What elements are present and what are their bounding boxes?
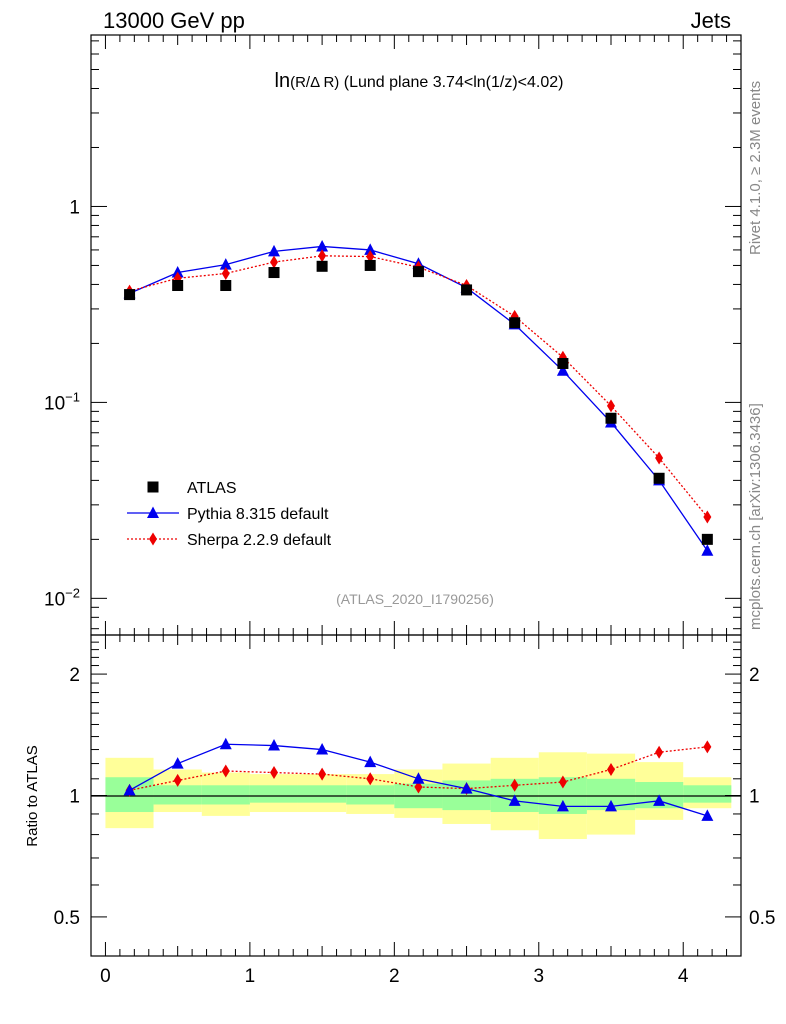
sherpa-point xyxy=(221,266,230,280)
ratio-y-axis-label: Ratio to ATLAS xyxy=(24,745,41,846)
sherpa-point xyxy=(270,255,279,269)
y-tick-label: 1 xyxy=(69,787,80,808)
sherpa-ratio-point xyxy=(655,745,664,759)
pythia-point xyxy=(268,244,281,257)
pythia-ratio-point xyxy=(412,772,425,784)
ratio-plot-area xyxy=(123,737,714,821)
main-title: ln(R/Δ R) (Lund plane 3.74<ln(1/z)<4.02) xyxy=(275,70,564,92)
sherpa-line xyxy=(129,255,708,518)
main-axis-ticks xyxy=(91,35,742,635)
atlas-point xyxy=(220,280,232,292)
main-plot-area xyxy=(123,239,714,556)
y-tick-label: 10−1 xyxy=(44,389,80,414)
ratio-panel: 2 2 1 1 0.5 0.5 0 1 2 3 4 Ratio to ATLAS xyxy=(24,634,776,987)
pythia-ratio-point xyxy=(268,739,281,751)
x-tick-labels: 0 1 2 3 4 xyxy=(100,966,689,987)
legend-marker xyxy=(147,506,159,518)
atlas-point xyxy=(316,260,328,272)
stat-band xyxy=(297,785,347,803)
sherpa-ratio-point xyxy=(270,766,279,780)
sherpa-ratio-point xyxy=(558,775,567,789)
pythia-ratio-point xyxy=(605,799,617,812)
sherpa-ratio-point xyxy=(318,767,327,781)
atlas-point xyxy=(605,412,617,424)
pythia-ratio-point xyxy=(123,783,136,796)
pythia-ratio-point xyxy=(171,757,184,769)
pythia-point xyxy=(701,544,714,556)
y-tick-label: 10−2 xyxy=(44,585,80,610)
legend-marker xyxy=(147,481,159,493)
x-tick-label: 4 xyxy=(678,966,689,987)
sherpa-ratio-point xyxy=(703,740,712,754)
atlas-point xyxy=(364,259,376,271)
stat-band xyxy=(249,785,298,803)
sherpa-ratio-point xyxy=(173,773,182,787)
pythia-ratio-point xyxy=(556,799,569,812)
legend-marker xyxy=(149,532,157,546)
atlas-point xyxy=(701,533,713,545)
stat-band xyxy=(153,785,202,805)
stat-band xyxy=(346,785,395,805)
ratio-frame xyxy=(90,634,742,957)
sherpa-point xyxy=(703,510,712,524)
sherpa-point xyxy=(655,451,664,465)
main-panel: ln(R/Δ R) (Lund plane 3.74<ln(1/z)<4.02)… xyxy=(44,34,742,636)
ratio-y-tick-labels: 2 2 1 1 0.5 0.5 xyxy=(54,665,776,929)
sherpa-point xyxy=(366,250,375,264)
atlas-point xyxy=(653,472,665,484)
x-tick-label: 3 xyxy=(533,966,544,987)
atlas-point xyxy=(172,280,184,292)
legend-label: Sherpa 2.2.9 default xyxy=(187,532,332,549)
header-left: 13000 GeV pp xyxy=(103,8,245,33)
main-y-tick-labels: 1 10−1 10−2 xyxy=(44,197,80,610)
x-tick-label: 0 xyxy=(100,966,111,987)
legend-label: ATLAS xyxy=(187,480,237,497)
pythia-point xyxy=(316,239,329,252)
atlas-point xyxy=(412,266,424,278)
atlas-point xyxy=(124,289,136,301)
pythia-point xyxy=(556,364,569,376)
pythia-ratio-point xyxy=(508,794,521,806)
rivet-label: Rivet 4.1.0, ≥ 2.3M events xyxy=(747,81,764,255)
sherpa-point xyxy=(318,249,327,263)
atlas-point xyxy=(268,267,280,279)
atlas-point xyxy=(557,357,569,369)
pythia-ratio-point xyxy=(316,743,329,755)
sherpa-ratio-point xyxy=(510,778,519,792)
stat-band xyxy=(683,785,732,803)
pythia-ratio-point xyxy=(653,794,666,806)
pythia-ratio-point xyxy=(219,737,232,750)
pythia-point xyxy=(219,258,232,270)
sherpa-ratio-point xyxy=(221,764,230,778)
atlas-point xyxy=(461,284,473,296)
sherpa-ratio-point xyxy=(607,763,615,777)
pythia-ratio-point xyxy=(701,809,714,821)
analysis-watermark: (ATLAS_2020_I1790256) xyxy=(336,591,494,607)
pythia-ratio-point xyxy=(460,782,473,794)
y-tick-label-right: 1 xyxy=(749,787,760,808)
x-tick-label: 2 xyxy=(389,966,400,987)
header-right: Jets xyxy=(691,8,731,33)
y-tick-label: 0.5 xyxy=(54,908,80,929)
mcplots-label: mcplots.cern.ch [arXiv:1306.3436] xyxy=(747,403,764,630)
y-tick-label: 1 xyxy=(69,197,80,218)
sherpa-ratio-point xyxy=(366,772,375,786)
sherpa-point xyxy=(607,399,615,413)
pythia-ratio-point xyxy=(364,755,377,768)
atlas-point xyxy=(509,317,521,329)
pythia-point xyxy=(364,243,377,255)
legend: ATLAS Pythia 8.315 default Sherpa 2.2.9 de… xyxy=(127,480,332,549)
stat-band xyxy=(201,785,250,805)
x-tick-label: 1 xyxy=(245,966,256,987)
y-tick-label-right: 2 xyxy=(749,665,760,686)
legend-label: Pythia 8.315 default xyxy=(187,506,329,523)
y-tick-label: 2 xyxy=(69,665,80,686)
y-tick-label-right: 0.5 xyxy=(749,908,775,929)
